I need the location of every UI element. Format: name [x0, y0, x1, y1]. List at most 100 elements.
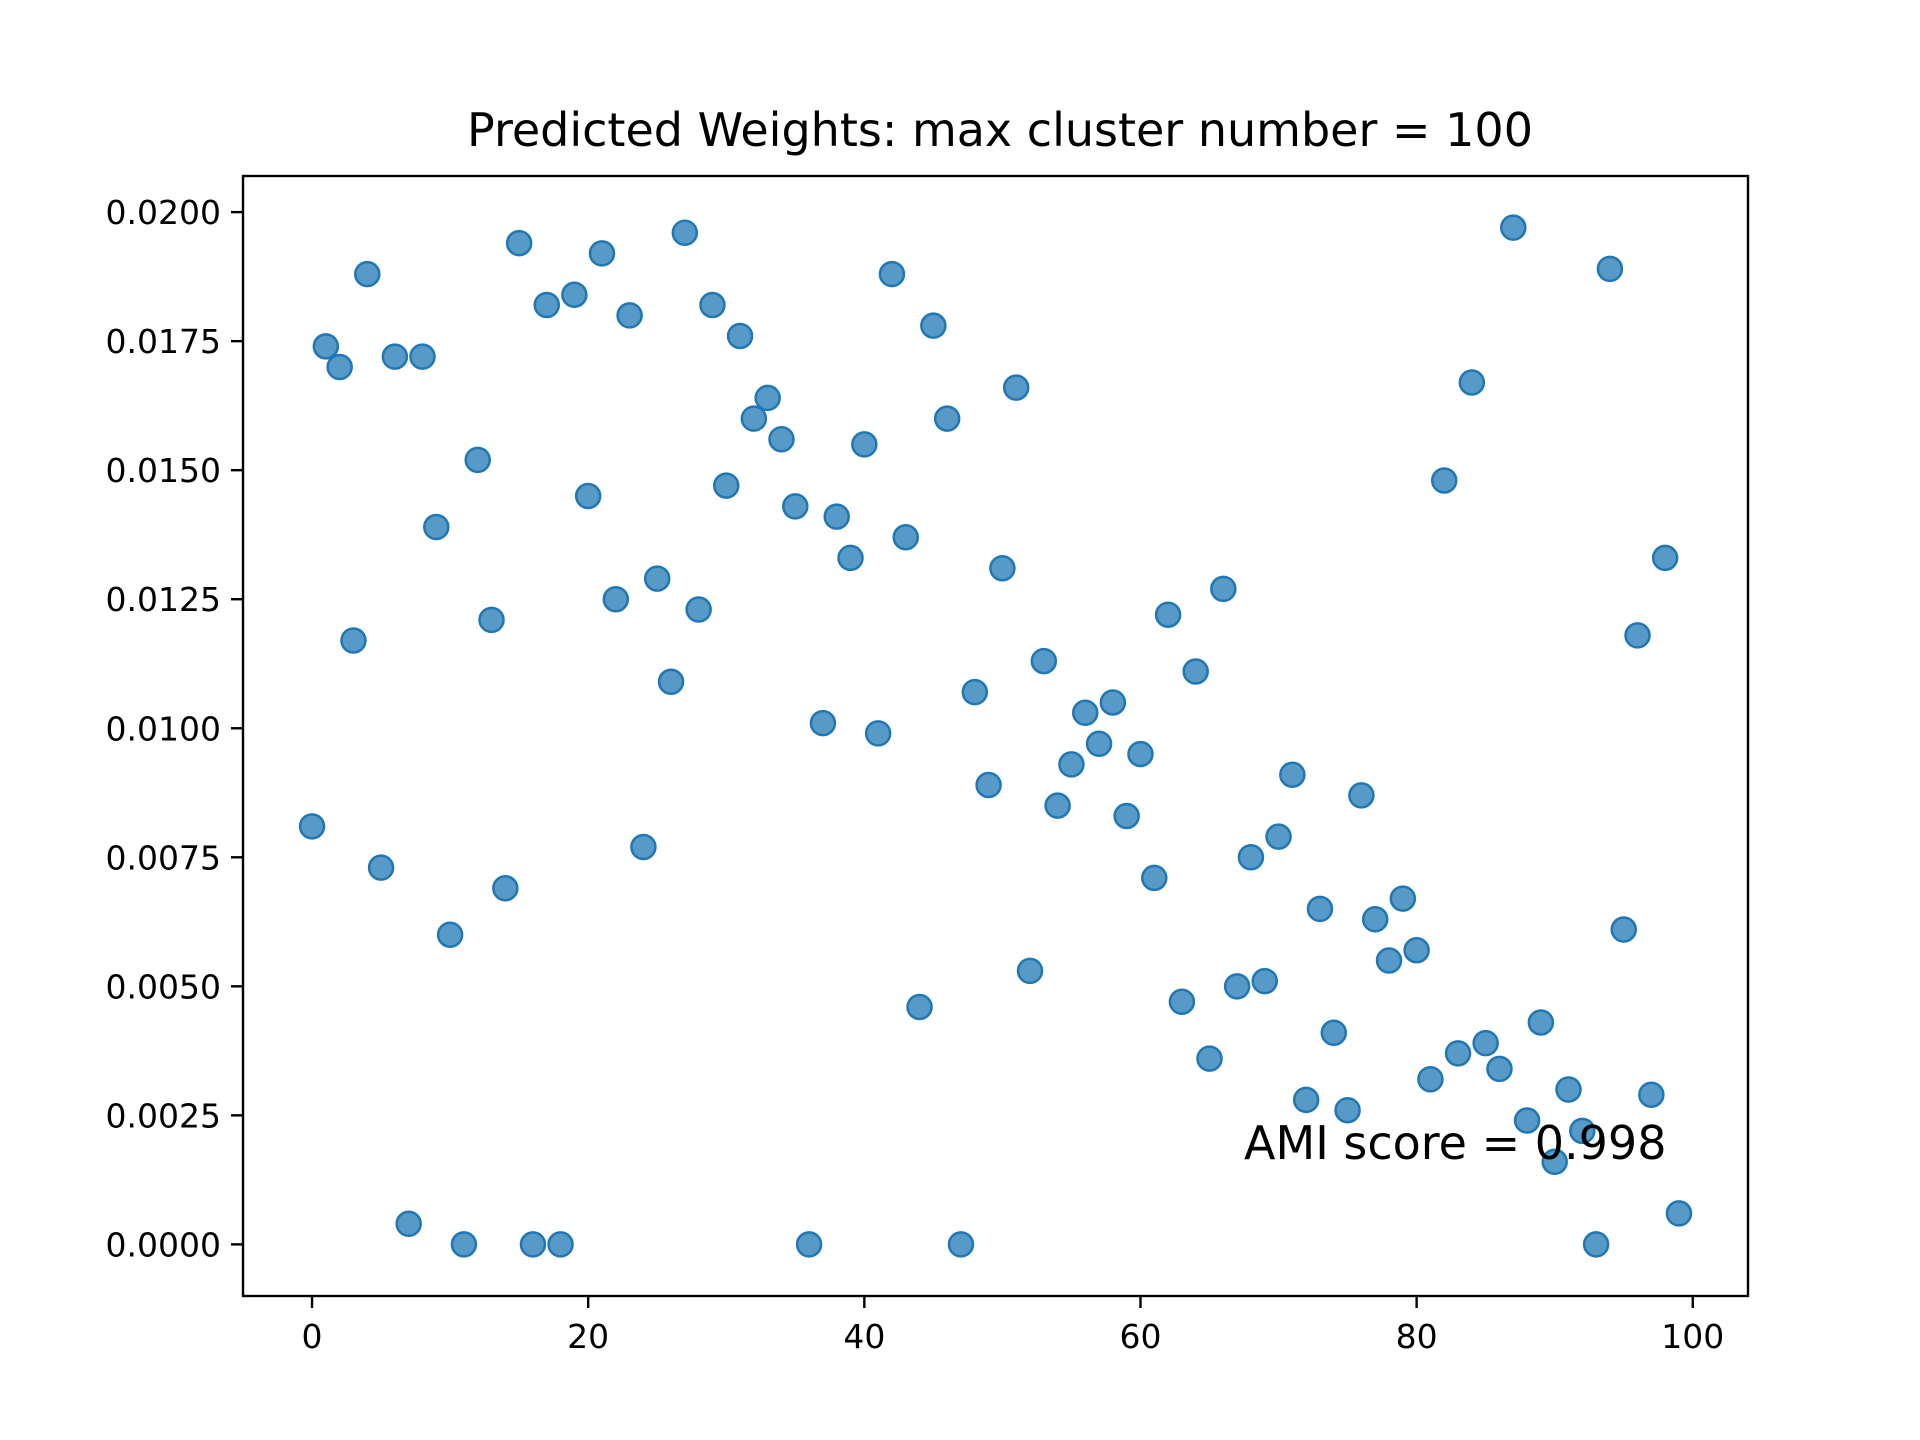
y-tick-label: 0.0050 [106, 967, 221, 1006]
data-point [1361, 905, 1389, 933]
y-tick-label: 0.0000 [106, 1225, 221, 1264]
data-point [1665, 1200, 1693, 1227]
data-point [519, 1231, 547, 1258]
x-tick-label: 60 [1119, 1317, 1161, 1356]
data-point [699, 291, 726, 319]
data-point [961, 678, 989, 706]
data-point [1403, 936, 1430, 964]
data-point [782, 493, 809, 520]
data-point [1168, 988, 1196, 1016]
data-point [478, 606, 505, 634]
data-points [298, 214, 1693, 1258]
data-point [1237, 844, 1265, 871]
data-point [561, 281, 588, 308]
x-tick-label: 80 [1396, 1317, 1438, 1356]
data-point [464, 446, 491, 474]
data-point [1113, 802, 1140, 830]
data-point [1099, 689, 1127, 716]
data-point [1182, 658, 1209, 685]
data-point [975, 771, 1002, 799]
data-point [1638, 1081, 1665, 1108]
data-point [1555, 1076, 1582, 1103]
y-tick-label: 0.0150 [106, 451, 221, 490]
data-point [1071, 699, 1099, 727]
data-point [1430, 467, 1458, 494]
data-point [1472, 1029, 1499, 1057]
data-point [920, 312, 947, 339]
data-point [630, 833, 657, 861]
data-point [588, 240, 616, 267]
data-point [1320, 1019, 1348, 1047]
x-tick-label: 20 [567, 1317, 609, 1356]
data-point [1527, 1009, 1555, 1036]
data-point [1030, 647, 1058, 675]
data-point [657, 668, 685, 696]
y-tick-label: 0.0175 [106, 322, 221, 361]
data-point [795, 1231, 823, 1258]
data-point [1444, 1040, 1472, 1067]
data-point [423, 513, 450, 541]
data-point [933, 405, 961, 432]
data-point [1044, 792, 1071, 819]
data-point [505, 229, 533, 257]
data-point [1223, 973, 1251, 1000]
data-point [1569, 1117, 1596, 1145]
data-point [340, 627, 367, 654]
data-point [1085, 730, 1113, 757]
data-point [1513, 1107, 1541, 1134]
data-point [1154, 601, 1182, 628]
y-tick-label: 0.0200 [106, 193, 221, 232]
data-point [492, 875, 519, 902]
data-point [547, 1231, 574, 1258]
data-point [1279, 761, 1306, 788]
data-point [1500, 214, 1527, 241]
data-point [754, 384, 781, 412]
data-point [326, 353, 353, 381]
data-point [1541, 1148, 1568, 1176]
data-point [1624, 622, 1651, 649]
data-point [643, 565, 671, 592]
data-point [395, 1210, 422, 1237]
data-point [381, 343, 409, 370]
data-point [298, 813, 326, 840]
data-point [851, 431, 878, 458]
data-point [409, 343, 436, 370]
data-point [1306, 895, 1334, 923]
data-point [354, 260, 381, 288]
data-point [1651, 544, 1679, 572]
ami-score-annotation: AMI score = 0.998 [1244, 1116, 1666, 1170]
data-point [312, 333, 340, 360]
data-point [1016, 957, 1044, 985]
data-point [823, 503, 850, 530]
data-point [1610, 916, 1637, 943]
data-point [1210, 575, 1237, 603]
data-point [864, 720, 892, 747]
data-point [1582, 1231, 1610, 1258]
y-tick-label: 0.0125 [106, 580, 221, 619]
data-point [1417, 1065, 1444, 1093]
data-point [616, 302, 643, 329]
data-point [1141, 864, 1168, 892]
data-point [768, 425, 795, 453]
y-tick-label: 0.0075 [106, 838, 221, 877]
data-point [837, 544, 864, 572]
data-point [1375, 947, 1403, 974]
data-point [947, 1231, 975, 1258]
data-point [1348, 782, 1375, 809]
data-point [713, 472, 740, 499]
data-point [809, 709, 837, 737]
data-point [892, 524, 920, 551]
data-point [1389, 885, 1417, 912]
data-point [685, 596, 712, 623]
plot-frame [241, 174, 1750, 1298]
data-point [1196, 1045, 1223, 1072]
data-point [1265, 823, 1292, 850]
data-point [1058, 751, 1085, 778]
data-point [1334, 1096, 1361, 1124]
data-point [726, 322, 754, 350]
chart-title: Predicted Weights: max cluster number = … [467, 103, 1533, 157]
data-point [533, 291, 561, 319]
data-point [436, 921, 464, 948]
data-point [602, 585, 630, 613]
